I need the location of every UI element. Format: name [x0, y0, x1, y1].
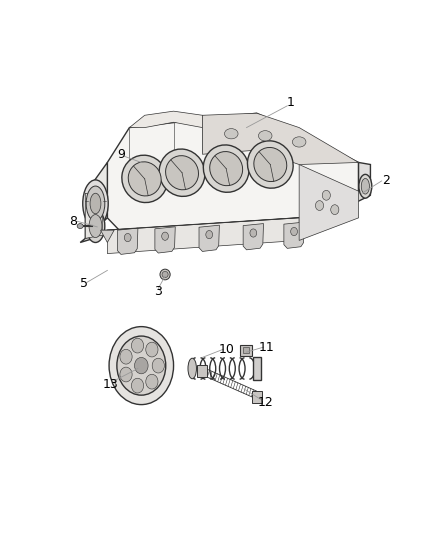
Text: 13: 13: [103, 377, 119, 391]
Ellipse shape: [159, 149, 205, 196]
Ellipse shape: [166, 156, 198, 190]
FancyBboxPatch shape: [251, 391, 262, 403]
Ellipse shape: [90, 193, 101, 214]
Ellipse shape: [162, 271, 168, 278]
Polygon shape: [243, 223, 264, 250]
Ellipse shape: [247, 141, 293, 188]
Polygon shape: [284, 222, 304, 248]
Ellipse shape: [77, 224, 83, 229]
Polygon shape: [101, 230, 114, 243]
Circle shape: [131, 338, 144, 353]
Ellipse shape: [210, 151, 243, 185]
Text: 8: 8: [69, 215, 78, 229]
Polygon shape: [117, 228, 138, 254]
Ellipse shape: [188, 358, 197, 379]
Ellipse shape: [293, 137, 306, 147]
Ellipse shape: [254, 148, 287, 182]
Text: 12: 12: [258, 396, 273, 409]
Text: 10: 10: [218, 343, 234, 356]
Circle shape: [131, 378, 144, 393]
Circle shape: [331, 205, 339, 215]
Circle shape: [134, 358, 148, 374]
FancyBboxPatch shape: [240, 345, 251, 356]
Text: 2: 2: [382, 174, 390, 188]
Polygon shape: [199, 225, 219, 252]
Ellipse shape: [361, 179, 369, 194]
Ellipse shape: [89, 215, 102, 238]
Ellipse shape: [359, 174, 372, 198]
Circle shape: [120, 367, 132, 382]
Text: 5: 5: [80, 277, 88, 290]
Ellipse shape: [83, 180, 108, 227]
Circle shape: [322, 190, 330, 200]
Text: 3: 3: [154, 285, 162, 298]
Circle shape: [162, 232, 169, 240]
Circle shape: [109, 327, 173, 405]
FancyBboxPatch shape: [197, 365, 207, 377]
Circle shape: [291, 228, 297, 236]
Circle shape: [315, 200, 324, 211]
Polygon shape: [107, 218, 299, 254]
Text: 9: 9: [117, 148, 125, 161]
FancyBboxPatch shape: [253, 357, 261, 380]
Ellipse shape: [128, 162, 161, 196]
Polygon shape: [80, 191, 371, 243]
Circle shape: [152, 358, 164, 373]
Circle shape: [250, 229, 257, 237]
Circle shape: [124, 233, 131, 241]
Circle shape: [146, 342, 158, 357]
Circle shape: [146, 374, 158, 389]
Ellipse shape: [258, 131, 272, 141]
Polygon shape: [202, 113, 359, 165]
Polygon shape: [359, 163, 371, 195]
Circle shape: [117, 336, 166, 395]
Ellipse shape: [86, 186, 105, 221]
Circle shape: [120, 349, 132, 364]
Ellipse shape: [225, 128, 238, 139]
Ellipse shape: [86, 209, 105, 243]
FancyBboxPatch shape: [243, 347, 249, 353]
Text: 11: 11: [259, 341, 275, 353]
Polygon shape: [130, 111, 218, 127]
Ellipse shape: [160, 269, 170, 280]
Polygon shape: [155, 227, 175, 253]
Ellipse shape: [203, 145, 249, 192]
Polygon shape: [85, 193, 107, 238]
Text: 1: 1: [287, 96, 295, 109]
Polygon shape: [299, 165, 359, 240]
Ellipse shape: [122, 155, 168, 203]
Circle shape: [206, 230, 212, 239]
Polygon shape: [107, 113, 359, 230]
Polygon shape: [85, 163, 107, 238]
